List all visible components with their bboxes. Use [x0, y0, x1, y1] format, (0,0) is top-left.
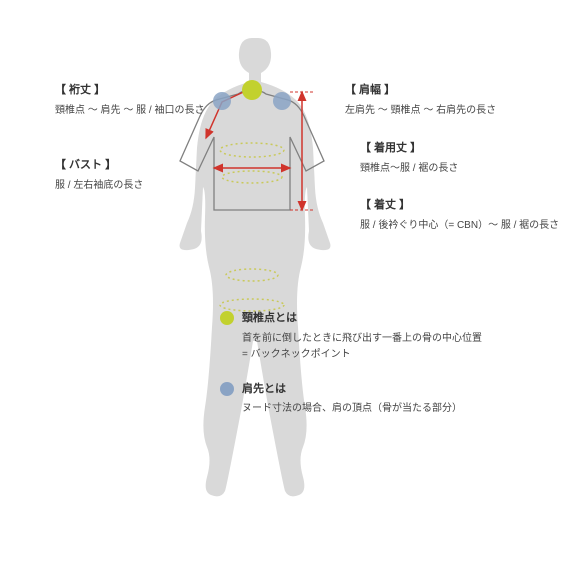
label-bust: 【 バスト 】 服 / 左右袖底の長さ	[55, 157, 143, 194]
title: 【 肩幅 】	[345, 82, 496, 100]
legend-dot-blue	[220, 382, 234, 396]
legend-desc: ヌード寸法の場合、肩の頂点（骨が当たる部分）	[242, 401, 462, 417]
title: 【 着丈 】	[360, 197, 559, 215]
desc: 頸椎点～服 / 裾の長さ	[360, 163, 458, 174]
label-yuki: 【 裄丈 】 頸椎点 ～ 肩先 ～ 服 / 袖口の長さ	[55, 82, 204, 119]
title: 【 バスト 】	[55, 157, 143, 175]
desc: 左肩先 ～ 頸椎点 ～ 右肩先の長さ	[345, 105, 496, 116]
desc: 服 / 左右袖底の長さ	[55, 180, 143, 191]
title: 【 裄丈 】	[55, 82, 204, 100]
legend: 頸椎点とは 首を前に倒したときに飛び出す一番上の骨の中心位置= バックネックポイ…	[220, 310, 482, 435]
legend-title: 頸椎点とは	[242, 310, 482, 328]
legend-row-green: 頸椎点とは 首を前に倒したときに飛び出す一番上の骨の中心位置= バックネックポイ…	[220, 310, 482, 363]
label-kitake: 【 着丈 】 服 / 後衿ぐり中心（= CBN）～ 服 / 裾の長さ	[360, 197, 559, 234]
desc: 服 / 後衿ぐり中心（= CBN）～ 服 / 裾の長さ	[360, 220, 559, 231]
legend-desc: 首を前に倒したときに飛び出す一番上の骨の中心位置= バックネックポイント	[242, 331, 482, 363]
title: 【 着用丈 】	[360, 140, 458, 158]
legend-title: 肩先とは	[242, 381, 462, 399]
label-chakuyo: 【 着用丈 】 頸椎点～服 / 裾の長さ	[360, 140, 458, 177]
legend-row-blue: 肩先とは ヌード寸法の場合、肩の頂点（骨が当たる部分）	[220, 381, 482, 418]
desc: 頸椎点 ～ 肩先 ～ 服 / 袖口の長さ	[55, 105, 204, 116]
legend-dot-green	[220, 311, 234, 325]
label-kata: 【 肩幅 】 左肩先 ～ 頸椎点 ～ 右肩先の長さ	[345, 82, 496, 119]
